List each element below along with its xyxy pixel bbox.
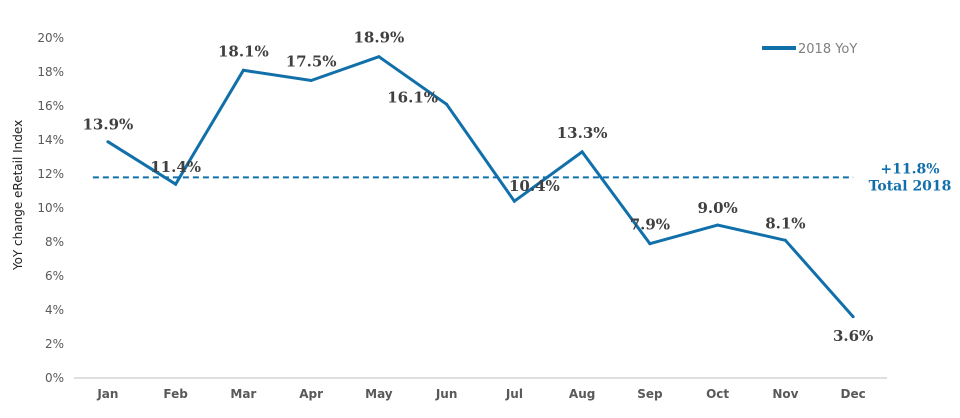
data-point xyxy=(174,182,178,186)
x-tick-label: Jan xyxy=(96,387,118,401)
legend: 2018 YoY xyxy=(762,42,857,57)
x-axis: Jan Feb Mar Apr May Jun Jul Aug Sep Oct Nov Dec xyxy=(74,377,887,401)
data-label: 3.6% xyxy=(833,327,873,345)
y-tick-label: 10% xyxy=(37,201,64,215)
data-label: 13.9% xyxy=(82,116,133,134)
y-tick-label: 8% xyxy=(45,235,64,249)
y-tick-label: 6% xyxy=(45,269,64,283)
x-tick-label: Jun xyxy=(435,387,458,401)
data-label: 7.9% xyxy=(630,216,670,234)
data-point xyxy=(580,150,584,154)
data-label: 11.4% xyxy=(150,158,201,176)
x-tick-label: Nov xyxy=(772,387,798,401)
data-label: 8.1% xyxy=(765,214,805,232)
x-tick-label: Dec xyxy=(841,387,866,401)
data-label: 13.3% xyxy=(557,124,608,142)
data-point xyxy=(851,315,855,319)
data-point xyxy=(783,238,787,242)
x-tick-label: Sep xyxy=(637,387,663,401)
series-group xyxy=(106,55,855,319)
y-tick-label: 16% xyxy=(37,99,64,113)
data-point xyxy=(716,223,720,227)
x-tick-label: Feb xyxy=(163,387,188,401)
y-tick-label: 14% xyxy=(37,133,64,147)
reference-line-group: +11.8%Total 2018 xyxy=(92,161,952,194)
data-label: 18.1% xyxy=(218,42,269,60)
data-label: 16.1% xyxy=(387,88,438,106)
data-point xyxy=(106,140,110,144)
x-tick-label: Jul xyxy=(505,387,523,401)
data-point xyxy=(309,79,313,82)
data-point xyxy=(445,102,449,106)
x-tick-label: Mar xyxy=(230,387,256,401)
data-labels-group: 13.9% 11.4% 18.1% 17.5% 18.9% 16.1% 10.4% 13.3%… xyxy=(82,29,873,345)
y-tick-label: 4% xyxy=(45,303,64,317)
x-tick-label: Apr xyxy=(299,387,323,401)
data-point xyxy=(241,68,245,72)
reference-value-label: +11.8% xyxy=(880,161,939,177)
y-axis-ticks: 0% 2% 4% 6% 8% 10% 12% 14% 16% 18% 20% xyxy=(37,31,64,385)
x-tick-label: Oct xyxy=(706,387,729,401)
y-tick-label: 18% xyxy=(37,65,64,79)
data-label: 10.4% xyxy=(509,177,560,195)
data-point xyxy=(377,55,381,59)
x-tick-label: Aug xyxy=(569,387,595,401)
series-line xyxy=(107,55,855,318)
data-point xyxy=(512,199,516,203)
y-tick-label: 12% xyxy=(37,167,64,181)
data-label: 17.5% xyxy=(286,53,337,71)
data-label: 9.0% xyxy=(697,199,737,217)
data-label: 18.9% xyxy=(353,29,404,47)
x-tick-label: May xyxy=(365,387,393,401)
legend-label: 2018 YoY xyxy=(798,42,857,57)
y-tick-label: 20% xyxy=(37,31,64,45)
y-tick-label: 2% xyxy=(45,337,64,351)
y-axis-label: YoY change eRetail Index xyxy=(11,120,25,271)
reference-text-label: Total 2018 xyxy=(869,178,952,194)
y-tick-label: 0% xyxy=(45,371,64,385)
data-point xyxy=(648,242,652,246)
